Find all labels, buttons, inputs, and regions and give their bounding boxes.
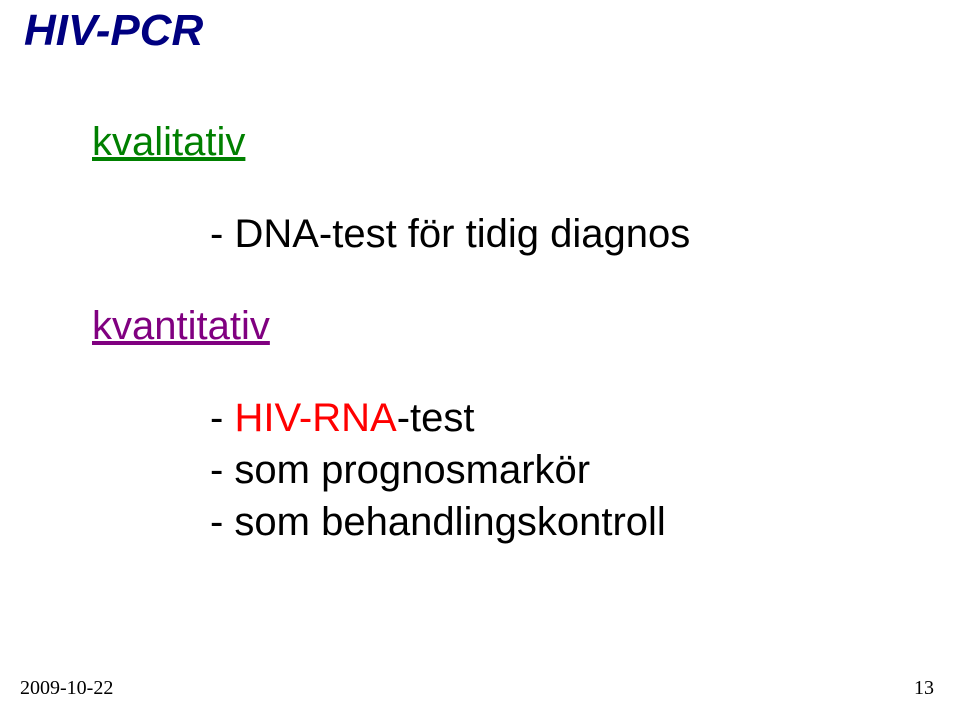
qualitative-bullet: - DNA-test för tidig diagnos: [210, 212, 690, 257]
section-quantitative-heading: kvantitativ: [92, 304, 270, 349]
section-qualitative-heading: kvalitativ: [92, 120, 245, 165]
bullet-rest: -test: [397, 396, 475, 440]
hiv-rna-highlight: HIV-RNA: [234, 396, 396, 440]
quantitative-bullet-3: - som behandlingskontroll: [210, 500, 666, 545]
bullet-prefix: -: [210, 212, 234, 256]
slide-title: HIV-PCR: [24, 6, 203, 56]
footer-page-number: 13: [914, 677, 934, 700]
bullet-prefix: -: [210, 396, 234, 440]
bullet-text: DNA-test för tidig diagnos: [234, 212, 690, 256]
quantitative-bullet-2: - som prognosmarkör: [210, 448, 590, 493]
footer-date: 2009-10-22: [20, 677, 113, 700]
slide: HIV-PCR kvalitativ - DNA-test för tidig …: [0, 0, 960, 714]
quantitative-bullet-1: - HIV-RNA-test: [210, 396, 474, 441]
